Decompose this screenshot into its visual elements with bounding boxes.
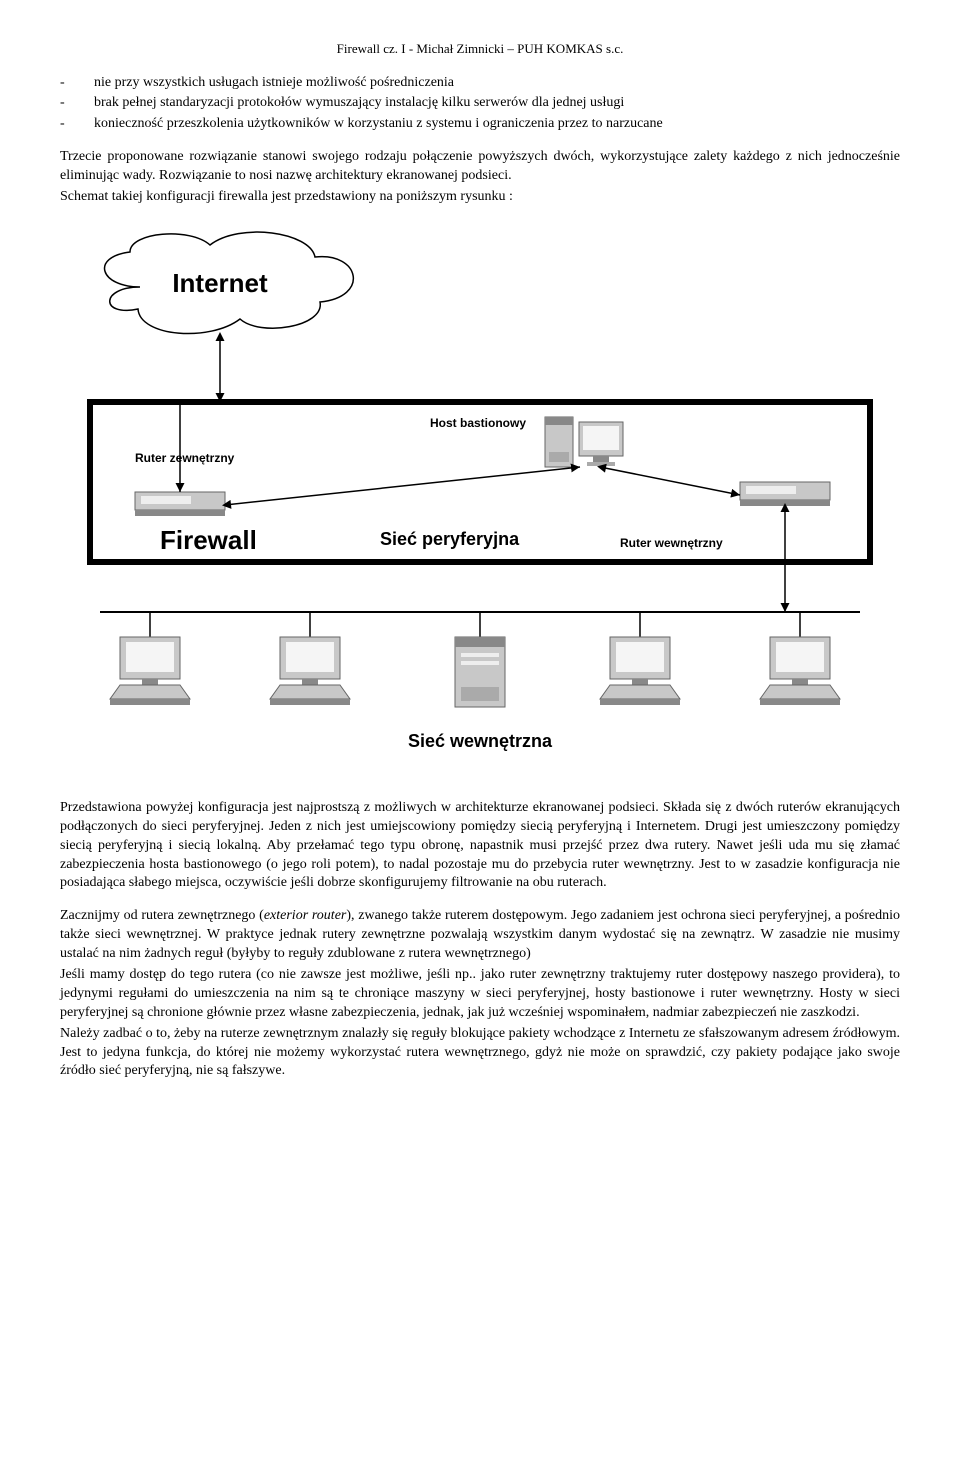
bullet-list: - nie przy wszystkich usługach istnieje …	[60, 74, 900, 135]
lan-label: Sieć wewnętrzna	[408, 731, 553, 751]
firewall-label: Firewall	[160, 525, 257, 555]
bullet-dash: -	[60, 115, 94, 134]
link-bastion-int	[600, 467, 740, 495]
bullet-text: konieczność przeszkolenia użytkowników w…	[94, 115, 900, 134]
perimeter-label: Sieć peryferyjna	[380, 529, 520, 549]
server-icon	[455, 637, 505, 707]
paragraph-intro: Trzecie proponowane rozwiązanie stanowi …	[60, 148, 900, 186]
router-ext-icon	[135, 492, 225, 516]
bastion-host-icon	[545, 417, 623, 467]
router-int-icon	[740, 482, 830, 506]
paragraph-schema: Schemat takiej konfiguracji firewalla je…	[60, 188, 900, 207]
workstation-icon	[270, 637, 350, 705]
host-label: Host bastionowy	[430, 416, 526, 430]
bullet-item: - nie przy wszystkich usługach istnieje …	[60, 74, 900, 93]
paragraph-access: Jeśli mamy dostęp do tego rutera (co nie…	[60, 966, 900, 1023]
workstation-icon	[600, 637, 680, 705]
paragraph-rules: Należy zadbać o to, żeby na ruterze zewn…	[60, 1025, 900, 1082]
bullet-dash: -	[60, 94, 94, 113]
router-int-label: Ruter wewnętrzny	[620, 536, 723, 550]
paragraph-config: Przedstawiona powyżej konfiguracja jest …	[60, 799, 900, 893]
paragraph-exterior: Zacznijmy od rutera zewnętrznego (exteri…	[60, 907, 900, 964]
workstation-icon	[110, 637, 190, 705]
bullet-item: - brak pełnej standaryzacji protokołów w…	[60, 94, 900, 113]
italic-term: exterior router	[264, 908, 347, 923]
bullet-dash: -	[60, 74, 94, 93]
router-ext-label: Ruter zewnętrzny	[135, 451, 235, 465]
workstation-icon	[760, 637, 840, 705]
network-diagram: Internet Host bastionowy Ruter zewnętrzn…	[60, 227, 900, 787]
internet-cloud: Internet	[105, 232, 354, 333]
internet-label: Internet	[172, 268, 268, 298]
bullet-item: - konieczność przeszkolenia użytkowników…	[60, 115, 900, 134]
page-header: Firewall cz. I - Michał Zimnicki – PUH K…	[60, 40, 900, 58]
bullet-text: brak pełnej standaryzacji protokołów wym…	[94, 94, 900, 113]
text-span: Zacznijmy od rutera zewnętrznego (	[60, 908, 264, 923]
link-ext-bastion	[225, 467, 580, 505]
bullet-text: nie przy wszystkich usługach istnieje mo…	[94, 74, 900, 93]
